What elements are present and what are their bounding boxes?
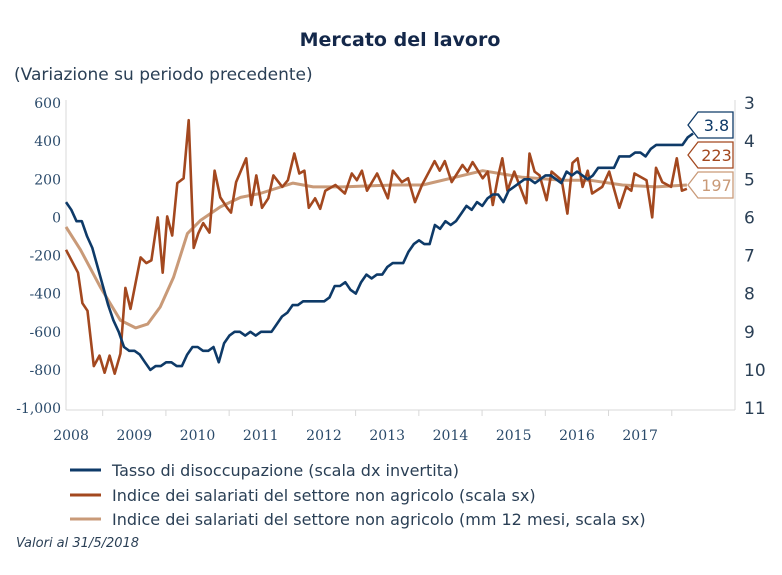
left-axis-ticks: 600 400 200 0 -200 -400 -600 -800 -1,000 bbox=[16, 96, 61, 417]
badge-arrow-shape bbox=[687, 111, 734, 139]
x-tick-label: 2013 bbox=[369, 428, 405, 444]
payrolls-line bbox=[64, 118, 688, 376]
badge-value: 3.8 bbox=[704, 116, 729, 135]
left-tick-label: -400 bbox=[30, 287, 61, 303]
right-tick-label: 11 bbox=[744, 399, 766, 419]
right-tick-label: 8 bbox=[744, 285, 755, 305]
left-tick-label: 0 bbox=[52, 210, 61, 226]
chart-title: Mercato del lavoro bbox=[300, 29, 501, 51]
series-lines bbox=[64, 118, 694, 376]
x-tick-label: 2016 bbox=[559, 428, 595, 444]
legend-label-payrolls: Indice dei salariati del settore non agr… bbox=[112, 486, 536, 505]
badge-value: 223 bbox=[701, 146, 732, 165]
unemployment-last-value-badge: 3.8 bbox=[687, 111, 734, 139]
x-tick-label: 2014 bbox=[433, 428, 469, 444]
x-tick-label: 2009 bbox=[116, 428, 152, 444]
legend-label-payrolls-ma: Indice dei salariati del settore non agr… bbox=[112, 510, 646, 529]
left-tick-label: 400 bbox=[34, 134, 61, 150]
payrolls-ma-last-value-badge: 197 bbox=[687, 171, 734, 199]
unemployment-line bbox=[64, 132, 694, 372]
footnote: Valori al 31/5/2018 bbox=[16, 536, 139, 551]
right-axis-ticks: 3 4 5 6 7 8 9 10 11 bbox=[744, 94, 766, 419]
chart-subtitle: (Variazione su periodo precedente) bbox=[14, 65, 313, 85]
legend: Tasso di disoccupazione (scala dx invert… bbox=[70, 461, 646, 529]
x-tick-label: 2010 bbox=[180, 428, 216, 444]
payrolls-ma-line bbox=[64, 169, 687, 330]
payrolls-last-value-badge: 223 bbox=[687, 141, 734, 169]
badge-arrow-shape bbox=[687, 141, 734, 169]
x-tick-label: 2015 bbox=[496, 428, 532, 444]
left-tick-label: 600 bbox=[34, 96, 61, 112]
left-tick-label: -1,000 bbox=[16, 401, 61, 417]
left-tick-label: -600 bbox=[30, 325, 61, 341]
badge-arrow-shape bbox=[687, 171, 734, 199]
x-tick-label: 2008 bbox=[53, 428, 89, 444]
legend-label-unemployment: Tasso di disoccupazione (scala dx invert… bbox=[111, 461, 459, 480]
axes bbox=[65, 100, 736, 411]
right-tick-label: 9 bbox=[744, 323, 755, 343]
x-tick-label: 2011 bbox=[243, 428, 279, 444]
left-tick-label: -800 bbox=[30, 363, 61, 379]
x-tick-label: 2017 bbox=[622, 428, 658, 444]
right-tick-label: 7 bbox=[744, 247, 755, 267]
right-tick-label: 10 bbox=[744, 361, 766, 381]
last-value-badges: 3.8 223 197 bbox=[687, 111, 734, 199]
left-tick-label: -200 bbox=[30, 249, 61, 265]
right-tick-label: 6 bbox=[744, 208, 755, 228]
right-tick-label: 3 bbox=[744, 94, 755, 114]
left-tick-label: 200 bbox=[34, 172, 61, 188]
x-tick-label: 2012 bbox=[306, 428, 342, 444]
right-tick-label: 4 bbox=[744, 132, 755, 152]
right-tick-label: 5 bbox=[744, 170, 755, 190]
x-axis-ticks: 2008 2009 2010 2011 2012 2013 2014 2015 2016 2017 bbox=[53, 410, 673, 444]
badge-value: 197 bbox=[701, 176, 732, 195]
